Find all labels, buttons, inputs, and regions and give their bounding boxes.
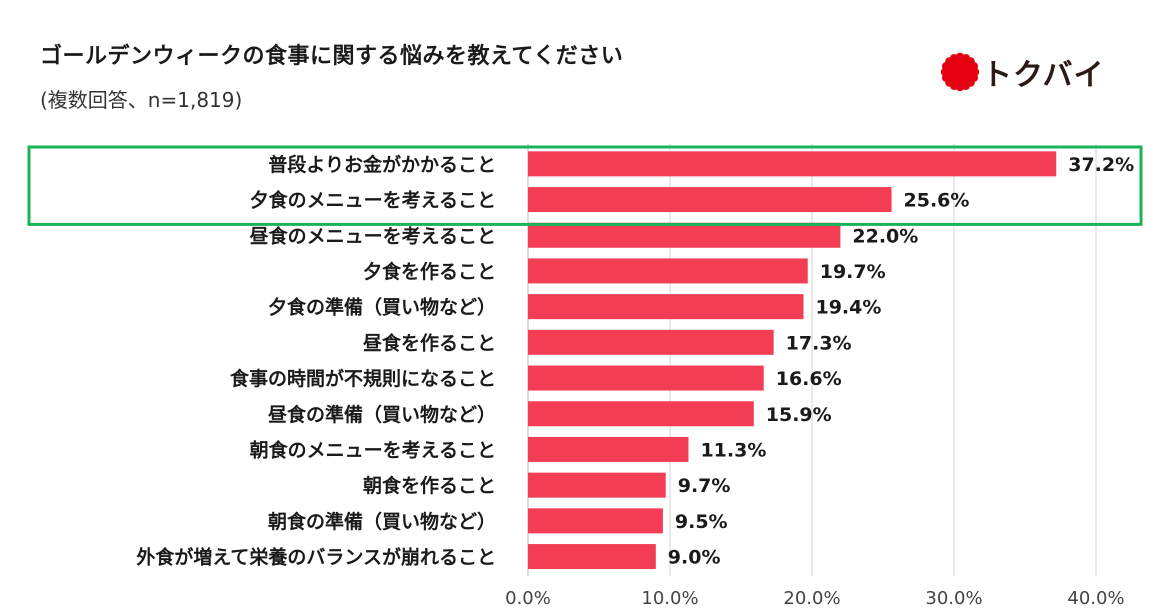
category-label: 昼食の準備（買い物など） xyxy=(268,403,496,426)
tokubai-logo: トクバイ xyxy=(940,48,1120,96)
category-label: 夕食の準備（買い物など） xyxy=(268,296,496,319)
bar xyxy=(528,472,666,498)
chart-title: ゴールデンウィークの食事に関する悩みを教えてください xyxy=(40,44,624,69)
x-tick-label: 20.0% xyxy=(783,588,840,609)
category-label: 食事の時間が不規則になること xyxy=(230,367,496,390)
category-label: 朝食のメニューを考えること xyxy=(250,438,496,461)
bar xyxy=(528,151,1057,177)
category-label: 夕食を作ること xyxy=(363,260,496,283)
bar xyxy=(528,329,774,355)
x-tick-label: 0.0% xyxy=(505,588,551,609)
bar xyxy=(528,401,754,427)
bar xyxy=(528,187,892,213)
value-label: 16.6% xyxy=(776,368,842,390)
value-label: 11.3% xyxy=(700,439,766,461)
bar xyxy=(528,544,656,570)
value-label: 19.7% xyxy=(820,261,886,283)
chart-subtitle: (複数回答、n=1,819) xyxy=(40,88,243,112)
x-tick-label: 40.0% xyxy=(1067,588,1124,609)
value-label: 9.0% xyxy=(668,547,721,569)
bar xyxy=(528,258,808,284)
bar xyxy=(528,222,841,248)
value-label: 15.9% xyxy=(766,404,832,426)
category-label: 外食が増えて栄養のバランスが崩れること xyxy=(136,546,496,569)
bar xyxy=(528,294,804,320)
bar xyxy=(528,508,663,534)
value-label: 17.3% xyxy=(786,332,852,354)
bar xyxy=(528,365,764,391)
category-label: 朝食を作ること xyxy=(363,474,496,497)
category-label: 普段よりお金がかかること xyxy=(268,153,496,176)
category-label: 昼食のメニューを考えること xyxy=(250,224,496,247)
value-label: 22.0% xyxy=(852,225,918,247)
value-label: 37.2% xyxy=(1068,154,1134,176)
logo-text: トクバイ xyxy=(982,58,1105,93)
value-label: 25.6% xyxy=(904,190,970,212)
x-tick-label: 10.0% xyxy=(641,588,698,609)
category-label: 昼食を作ること xyxy=(363,331,496,354)
x-tick-label: 30.0% xyxy=(925,588,982,609)
value-label: 19.4% xyxy=(815,297,881,319)
value-label: 9.7% xyxy=(678,475,731,497)
category-label: 夕食のメニューを考えること xyxy=(250,189,496,212)
category-label: 朝食の準備（買い物など） xyxy=(268,510,496,533)
value-label: 9.5% xyxy=(675,511,728,533)
sun-burst-icon xyxy=(940,52,980,92)
bar xyxy=(528,436,689,462)
highlight-box xyxy=(27,145,1143,226)
